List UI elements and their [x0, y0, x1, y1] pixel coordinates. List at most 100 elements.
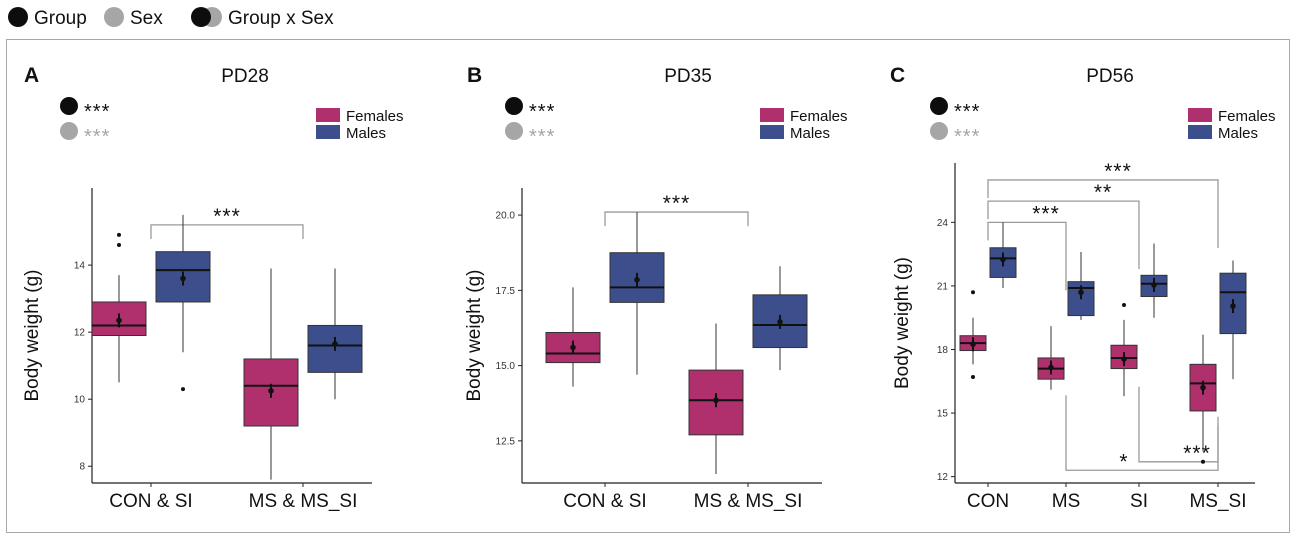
comparison-label: *** — [1104, 160, 1132, 183]
legend-label-males: Males — [1218, 125, 1258, 142]
mean-point — [713, 397, 719, 404]
outlier-point — [1201, 459, 1205, 464]
mean-point — [1151, 282, 1157, 288]
x-tick-label: CON — [967, 491, 1009, 512]
mean-point — [1078, 289, 1084, 296]
comparison-label: *** — [663, 192, 691, 215]
legend-label-males: Males — [346, 125, 386, 142]
y-tick-label: 14 — [74, 261, 86, 272]
figure-frame — [6, 39, 1290, 533]
interaction-legend-dot-group — [191, 7, 211, 27]
sex-legend-dot — [104, 7, 124, 27]
y-axis-label: Body weight (g) — [892, 257, 913, 389]
x-tick-label: MS & MS_SI — [694, 491, 803, 512]
legend-label-males: Males — [790, 125, 830, 142]
comparison-bracket — [150, 224, 304, 239]
x-tick-label: MS_SI — [1189, 491, 1246, 512]
outlier-point — [971, 290, 975, 295]
outlier-point — [971, 375, 975, 380]
interaction-legend-label: Group x Sex — [228, 8, 334, 29]
chart-title: PD35 — [664, 66, 712, 87]
sex-significance-dot — [505, 122, 523, 140]
mean-point — [1230, 303, 1236, 309]
x-tick-label: CON & SI — [563, 491, 646, 512]
comparison-bracket — [604, 211, 749, 227]
sex-significance-label: *** — [529, 126, 555, 148]
y-axis-label: Body weight (g) — [22, 269, 43, 401]
mean-point — [180, 275, 186, 282]
panel-letter: A — [24, 64, 39, 87]
y-axis-label: Body weight (g) — [464, 269, 485, 401]
group-significance-dot — [930, 97, 948, 115]
y-tick-label: 12.5 — [496, 436, 516, 447]
y-tick-label: 8 — [79, 462, 85, 473]
y-tick-label: 17.5 — [496, 286, 516, 297]
comparison-bracket — [987, 179, 1219, 248]
chart-title: PD28 — [221, 66, 269, 87]
sex-significance-dot — [930, 122, 948, 140]
comparison-label: *** — [213, 205, 241, 228]
mean-point — [1000, 256, 1006, 263]
chart-title: PD56 — [1086, 66, 1134, 87]
legend-swatch-males — [1188, 125, 1212, 139]
y-tick-label: 12 — [74, 328, 86, 339]
y-tick-label: 12 — [937, 472, 949, 483]
x-tick-label: MS & MS_SI — [249, 491, 358, 512]
outlier-point — [117, 242, 121, 247]
sex-significance-label: *** — [954, 126, 980, 148]
x-tick-label: MS — [1052, 491, 1081, 512]
legend-label-females: Females — [790, 108, 848, 125]
mean-point — [634, 277, 640, 283]
group-significance-label: *** — [529, 101, 555, 123]
top-legend: Group Sex Group x Sex — [8, 7, 334, 29]
legend-label-females: Females — [1218, 108, 1276, 125]
mean-point — [1048, 364, 1054, 371]
y-tick-label: 21 — [937, 281, 949, 292]
comparison-label: ** — [1094, 181, 1112, 204]
legend-swatch-males — [316, 125, 340, 139]
legend-swatch-males — [760, 125, 784, 139]
y-tick-label: 24 — [937, 218, 949, 229]
group-significance-label: *** — [84, 101, 110, 123]
mean-point — [570, 344, 576, 351]
mean-point — [1200, 384, 1206, 391]
comparison-bracket — [987, 200, 1140, 270]
y-tick-label: 18 — [937, 345, 949, 356]
outlier-point — [1122, 302, 1126, 307]
comparison-bracket — [987, 221, 1067, 291]
group-significance-dot — [60, 97, 78, 115]
y-tick-label: 20.0 — [496, 211, 516, 222]
panel-letter: B — [467, 64, 482, 87]
mean-point — [268, 388, 274, 394]
sex-legend-label: Sex — [130, 8, 163, 29]
sex-significance-label: *** — [84, 126, 110, 148]
group-legend-dot — [8, 7, 28, 27]
group-legend-label: Group — [34, 8, 87, 29]
comparison-label: * — [1119, 450, 1128, 473]
comparison-label: *** — [1183, 442, 1211, 465]
group-significance-dot — [505, 97, 523, 115]
x-tick-label: CON & SI — [109, 491, 192, 512]
comparison-label: *** — [1032, 202, 1060, 225]
legend-swatch-females — [1188, 108, 1212, 122]
outlier-point — [181, 387, 185, 392]
panel-letter: C — [890, 64, 905, 87]
y-tick-label: 15.0 — [496, 361, 516, 372]
outlier-point — [117, 232, 121, 237]
y-tick-label: 15 — [937, 409, 949, 420]
sex-significance-dot — [60, 122, 78, 140]
group-significance-label: *** — [954, 101, 980, 123]
mean-point — [332, 341, 338, 347]
mean-point — [777, 319, 783, 325]
mean-point — [970, 341, 976, 347]
legend-swatch-females — [760, 108, 784, 122]
y-tick-label: 10 — [74, 395, 86, 406]
comparison-bracket — [1138, 386, 1219, 463]
mean-point — [1121, 356, 1127, 362]
mean-point — [116, 317, 122, 324]
legend-label-females: Females — [346, 108, 404, 125]
